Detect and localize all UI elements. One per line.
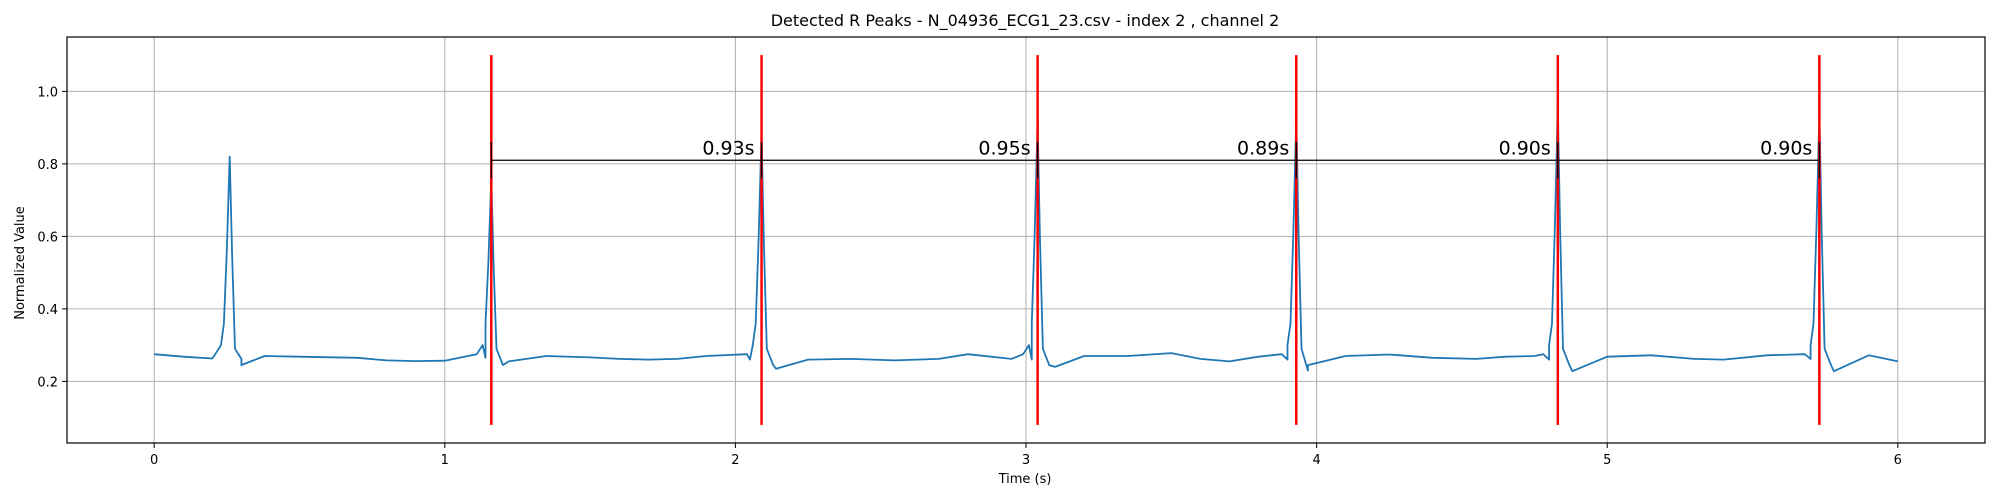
x-tick-label: 0 (150, 453, 158, 468)
x-tick-label: 5 (1603, 453, 1611, 468)
plot-frame (66, 36, 1986, 444)
y-axis-label: Normalized Value (13, 206, 28, 320)
x-tick-label: 3 (1022, 453, 1030, 468)
rr-interval-label: 0.93s (702, 137, 754, 159)
y-tick-label: 0.8 (37, 158, 58, 173)
rr-interval-label: 0.95s (978, 137, 1030, 159)
chart-title: Detected R Peaks - N_04936_ECG1_23.csv -… (771, 11, 1280, 31)
y-tick-label: 1.0 (37, 85, 58, 100)
x-axis-label: Time (s) (998, 472, 1052, 487)
x-tick-label: 6 (1894, 453, 1902, 468)
rr-interval-label: 0.90s (1760, 137, 1812, 159)
y-tick-label: 0.2 (37, 375, 58, 390)
x-tick-label: 1 (441, 453, 449, 468)
rr-interval-label: 0.89s (1237, 137, 1289, 159)
x-tick-label: 2 (731, 453, 739, 468)
y-tick-label: 0.6 (37, 230, 58, 245)
ecg-signal-line (154, 105, 1898, 373)
rr-interval-label: 0.90s (1499, 137, 1551, 159)
y-tick-label: 0.4 (37, 303, 58, 318)
x-tick-label: 4 (1312, 453, 1320, 468)
